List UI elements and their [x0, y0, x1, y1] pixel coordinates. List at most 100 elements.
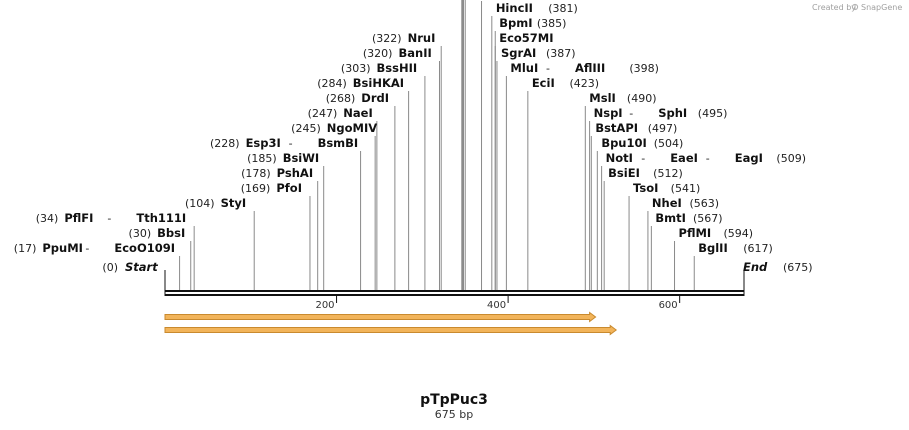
site-bbsi[interactable]: BbsI (30) — [129, 226, 186, 240]
ruler-tick-label: 400 — [487, 300, 506, 311]
site-enzyme-name: MluI — [510, 61, 538, 75]
site-position: (387) — [546, 47, 576, 60]
site-position: (169) — [241, 182, 271, 195]
site-bpu10i[interactable]: Bpu10I (504) — [601, 136, 683, 150]
site-pfoi[interactable]: PfoI (169) — [241, 181, 302, 195]
site-position: (34) — [36, 212, 59, 225]
site-position: (398) — [629, 62, 659, 75]
site-nrui[interactable]: NruI (322) — [372, 31, 435, 45]
site-tsoi[interactable]: TsoI (541) — [633, 181, 700, 195]
end-label: End — [743, 260, 768, 274]
end-label-group: End (675) — [743, 260, 813, 274]
site-leader-lines — [179, 0, 695, 290]
site-bglii[interactable]: BglII (617) — [698, 241, 773, 255]
site-enzyme-name: Esp3I — [246, 136, 281, 150]
site-position: (594) — [724, 227, 754, 240]
site-enzyme-name: SgrAI — [501, 46, 536, 60]
site-bstapi[interactable]: BstAPI (497) — [595, 121, 677, 135]
site-enzyme-name: DrdI — [361, 91, 389, 105]
site-enzyme-name: NgoMIV — [327, 121, 377, 135]
site-labels: PpuMI - EcoO109I(17)BbsI(30)PflFI - Tth111I(… — [14, 1, 806, 255]
site-position: (30) — [129, 227, 152, 240]
site-position: (509) — [776, 152, 806, 165]
map-length: 675 bp — [435, 408, 473, 421]
site-ecii[interactable]: EciI (423) — [532, 76, 599, 90]
credit-text: Created by — [812, 3, 856, 12]
credit: Created by SnapGene — [812, 3, 902, 12]
site-nhei[interactable]: NheI (563) — [652, 196, 719, 210]
site-position: (381) — [548, 2, 578, 15]
site-enzyme-name: BmtI — [655, 211, 686, 225]
site-enzyme-name: BsiEI — [608, 166, 640, 180]
site-banii[interactable]: BanII (320) — [363, 46, 432, 60]
site-enzyme-name: EagI — [735, 151, 763, 165]
site-noti-eaei-eagi[interactable]: NotI - EaeI - EagI (509) — [606, 151, 806, 165]
site-mlui-afliii[interactable]: MluI - AflIII (398) — [510, 61, 659, 75]
site-enzyme-name: EcoO109I — [114, 241, 175, 255]
site-enzyme-name: MslI — [589, 91, 616, 105]
site-pflmi[interactable]: PflMI (594) — [679, 226, 754, 240]
site-position: (268) — [326, 92, 356, 105]
site-eco57mi[interactable]: Eco57MI — [499, 31, 553, 45]
site-enzyme-name: Tth111I — [136, 211, 186, 225]
site-msli[interactable]: MslI (490) — [589, 91, 656, 105]
site-position: (247) — [308, 107, 338, 120]
site-hincii[interactable]: HincII (381) — [496, 1, 578, 15]
site-position: (178) — [241, 167, 271, 180]
feature-arrows[interactable] — [164, 311, 618, 336]
site-enzyme-name: TsoI — [633, 181, 658, 195]
site-enzyme-name: NotI — [606, 151, 633, 165]
site-position: (320) — [363, 47, 393, 60]
site-bsiei[interactable]: BsiEI (512) — [608, 166, 683, 180]
site-naei[interactable]: NaeI (247) — [308, 106, 373, 120]
start-label-group: (0) Start — [102, 260, 158, 274]
site-bsshii[interactable]: BssHII (303) — [341, 61, 417, 75]
site-position: (104) — [185, 197, 215, 210]
site-enzyme-name: BsmBI — [318, 136, 359, 150]
feature-arrow-1[interactable] — [164, 311, 597, 323]
ruler-tick-label: 200 — [315, 300, 334, 311]
site-enzyme-name: BsiHKAI — [353, 76, 404, 90]
site-nspi-sphi[interactable]: NspI - SphI (495) — [594, 106, 728, 120]
site-pshai[interactable]: PshAI (178) — [241, 166, 313, 180]
site-bsiwi[interactable]: BsiWI (185) — [247, 151, 319, 165]
site-enzyme-name: BsiWI — [283, 151, 320, 165]
site-esp3i-bsmbi[interactable]: Esp3I - BsmBI (228) — [210, 136, 358, 150]
site-bmti[interactable]: BmtI (567) — [655, 211, 722, 225]
site-name-separator: - — [706, 152, 710, 165]
site-enzyme-name: BbsI — [157, 226, 185, 240]
site-name-separator: - — [289, 137, 293, 150]
site-enzyme-name: BpmI — [499, 16, 532, 30]
site-enzyme-name: BstAPI — [595, 121, 638, 135]
site-drdi[interactable]: DrdI (268) — [326, 91, 389, 105]
site-ppumi-ecoo109i[interactable]: PpuMI - EcoO109I (17) — [14, 241, 175, 255]
dna-backbone — [164, 270, 745, 296]
site-bpmi[interactable]: BpmI (385) — [499, 16, 566, 30]
ruler-tick-label: 600 — [659, 300, 678, 311]
site-ngomiv[interactable]: NgoMIV (245) — [291, 121, 377, 135]
feature-arrow-2[interactable] — [164, 324, 618, 336]
site-enzyme-name: BanII — [398, 46, 431, 60]
site-position: (617) — [743, 242, 773, 255]
snapgene-logo-icon — [851, 3, 859, 11]
site-enzyme-name: Eco57MI — [499, 31, 553, 45]
site-pflfi-tth111i[interactable]: PflFI - Tth111I (34) — [36, 211, 186, 225]
site-position: (228) — [210, 137, 240, 150]
site-position: (284) — [317, 77, 347, 90]
site-sgrai[interactable]: SgrAI (387) — [501, 46, 576, 60]
site-name-separator: - — [85, 242, 89, 255]
site-position: (490) — [627, 92, 657, 105]
site-position: (17) — [14, 242, 37, 255]
site-styi[interactable]: StyI (104) — [185, 196, 246, 210]
site-enzyme-name: StyI — [221, 196, 247, 210]
end-position: (675) — [783, 261, 813, 274]
start-label: Start — [125, 260, 158, 274]
site-enzyme-name: NspI — [594, 106, 623, 120]
site-position: (567) — [693, 212, 723, 225]
site-position: (385) — [537, 17, 567, 30]
site-enzyme-name: EciI — [532, 76, 555, 90]
site-name-separator: - — [107, 212, 111, 225]
site-bsihkai[interactable]: BsiHKAI (284) — [317, 76, 404, 90]
site-name-separator: - — [629, 107, 633, 120]
